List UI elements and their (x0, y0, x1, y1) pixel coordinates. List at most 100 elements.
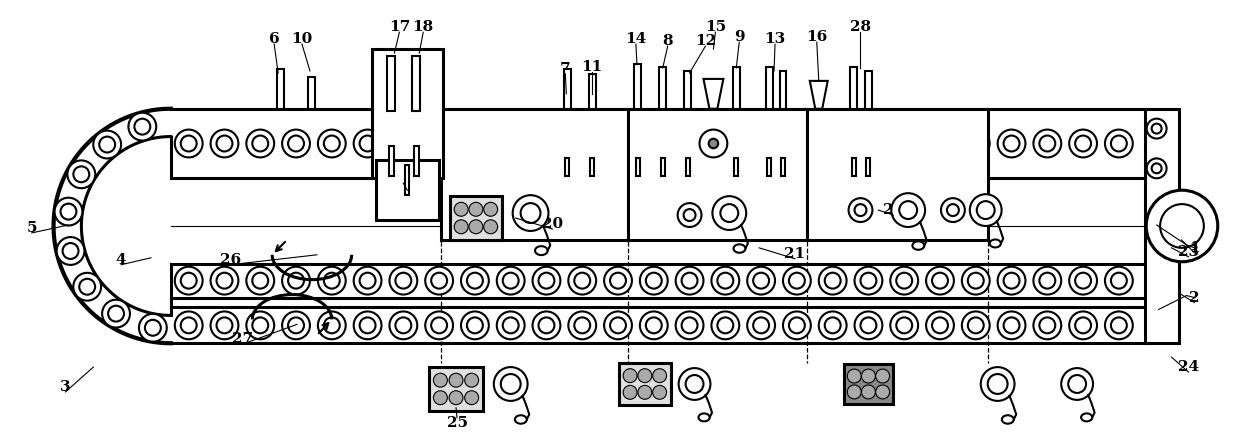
Circle shape (389, 130, 418, 157)
Circle shape (718, 136, 733, 152)
Circle shape (818, 311, 847, 339)
Circle shape (434, 373, 448, 387)
Text: 21: 21 (785, 247, 806, 261)
Circle shape (640, 311, 667, 339)
Circle shape (718, 318, 733, 333)
Circle shape (211, 130, 238, 157)
Circle shape (568, 130, 596, 157)
Circle shape (175, 267, 202, 294)
Text: 15: 15 (704, 20, 725, 34)
Circle shape (1075, 273, 1091, 289)
Circle shape (1033, 267, 1061, 294)
Bar (372, 49, 443, 178)
Circle shape (461, 130, 489, 157)
Circle shape (789, 318, 805, 333)
Circle shape (753, 318, 769, 333)
Circle shape (454, 202, 467, 216)
Circle shape (175, 130, 202, 157)
Circle shape (862, 369, 875, 383)
Circle shape (854, 130, 883, 157)
Circle shape (1152, 124, 1162, 133)
Circle shape (538, 318, 554, 333)
Circle shape (102, 300, 130, 327)
Circle shape (425, 311, 453, 339)
Circle shape (892, 193, 925, 227)
Text: 27: 27 (232, 332, 253, 346)
Circle shape (574, 136, 590, 152)
Circle shape (211, 267, 238, 294)
Circle shape (682, 318, 698, 333)
Circle shape (93, 131, 122, 158)
Bar (780, 71, 786, 109)
Circle shape (389, 311, 418, 339)
Circle shape (396, 136, 412, 152)
Circle shape (512, 195, 548, 231)
Bar (781, 158, 785, 176)
Circle shape (99, 136, 115, 153)
Text: 2: 2 (1189, 290, 1199, 305)
Circle shape (604, 267, 632, 294)
Circle shape (678, 368, 711, 400)
Circle shape (1039, 273, 1055, 289)
Circle shape (353, 130, 382, 157)
Bar (733, 67, 740, 109)
Circle shape (1105, 130, 1133, 157)
Bar (852, 158, 856, 176)
Circle shape (252, 273, 268, 289)
Circle shape (175, 311, 202, 339)
Circle shape (847, 385, 862, 399)
Circle shape (610, 136, 626, 152)
Circle shape (145, 320, 161, 336)
Ellipse shape (1002, 415, 1013, 424)
Circle shape (718, 273, 733, 289)
Circle shape (283, 267, 310, 294)
Bar (867, 158, 870, 176)
Text: 12: 12 (694, 34, 715, 48)
Circle shape (825, 273, 841, 289)
Circle shape (712, 130, 739, 157)
Circle shape (360, 273, 376, 289)
Text: 20: 20 (542, 217, 563, 231)
Circle shape (396, 273, 412, 289)
Circle shape (899, 201, 918, 219)
Circle shape (252, 318, 268, 333)
Text: 14: 14 (625, 32, 646, 46)
Circle shape (962, 311, 990, 339)
Circle shape (748, 130, 775, 157)
Circle shape (652, 369, 667, 383)
Circle shape (890, 130, 918, 157)
Bar (589, 74, 595, 109)
Circle shape (682, 136, 698, 152)
Circle shape (497, 130, 525, 157)
Circle shape (1069, 311, 1097, 339)
Bar (684, 71, 691, 109)
Circle shape (1069, 130, 1097, 157)
Circle shape (353, 311, 382, 339)
Circle shape (748, 267, 775, 294)
Circle shape (252, 136, 268, 152)
Circle shape (1105, 267, 1133, 294)
Circle shape (890, 311, 918, 339)
Circle shape (708, 139, 718, 148)
Circle shape (818, 267, 847, 294)
Circle shape (502, 273, 518, 289)
Circle shape (1033, 311, 1061, 339)
Circle shape (947, 204, 959, 216)
Circle shape (1039, 318, 1055, 333)
Circle shape (968, 273, 983, 289)
Circle shape (538, 136, 554, 152)
Circle shape (686, 375, 703, 393)
Bar (387, 56, 396, 111)
Circle shape (494, 367, 527, 401)
Circle shape (1039, 136, 1055, 152)
Circle shape (432, 273, 448, 289)
Circle shape (425, 267, 453, 294)
Bar (450, 196, 502, 240)
Circle shape (782, 130, 811, 157)
Circle shape (568, 267, 596, 294)
Circle shape (1075, 136, 1091, 152)
Circle shape (720, 204, 738, 222)
Circle shape (181, 318, 197, 333)
Circle shape (712, 267, 739, 294)
Circle shape (502, 318, 518, 333)
